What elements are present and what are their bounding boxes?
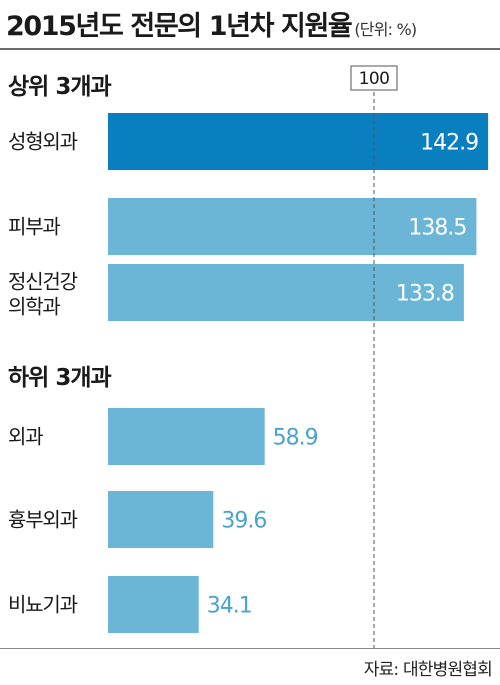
value-label: 58.9 (273, 426, 318, 451)
reference-label: 100 (359, 69, 390, 89)
footer-divider (0, 648, 500, 649)
unit-label: (단위: %) (354, 20, 417, 39)
bar (108, 113, 489, 170)
chart-title: 2015년도 전문의 1년차 지원율 (6, 11, 353, 42)
chart-header: 2015년도 전문의 1년차 지원율 (단위: %) (6, 4, 417, 43)
source-note: 자료: 대한병원협회 (363, 660, 493, 680)
category-label: 비뇨기과 (8, 593, 78, 617)
value-label: 39.6 (221, 509, 266, 534)
group-title: 하위 3개과 (8, 365, 111, 391)
category-label: 외과 (8, 425, 43, 449)
group-title: 상위 3개과 (8, 74, 111, 100)
bar (108, 198, 477, 255)
header-divider (0, 48, 500, 50)
bar (108, 264, 464, 321)
reference-label-box (350, 65, 398, 91)
bar (108, 491, 214, 548)
bar (108, 576, 199, 633)
category-label: 흉부외과 (8, 508, 78, 532)
value-label: 133.8 (396, 282, 454, 307)
category-label: 성형외과 (8, 130, 78, 154)
category-label: 의학과 (8, 295, 60, 319)
value-label: 142.9 (420, 131, 478, 156)
category-label: 정신건강 (8, 270, 78, 294)
category-label: 피부과 (8, 215, 60, 239)
value-label: 138.5 (408, 216, 466, 241)
value-label: 34.1 (207, 594, 252, 619)
bar (108, 408, 265, 465)
